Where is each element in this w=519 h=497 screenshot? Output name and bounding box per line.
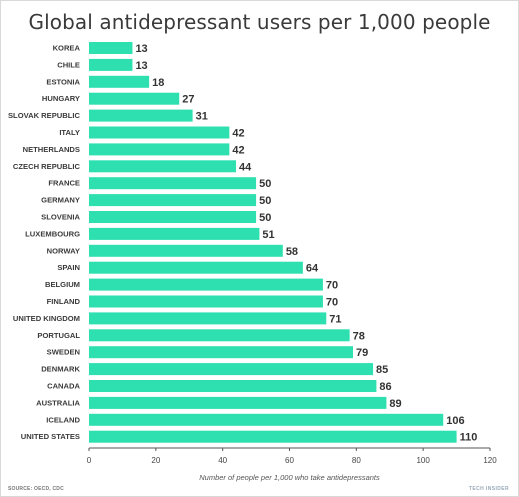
value-label: 27 [182, 94, 194, 106]
category-label: BELGIUM [45, 280, 80, 289]
category-label: AUSTRALIA [36, 398, 80, 407]
bar [89, 126, 230, 139]
bar [89, 160, 237, 173]
bar [89, 194, 257, 207]
bar [89, 92, 180, 105]
category-label: DENMARK [41, 365, 80, 374]
bar [89, 227, 260, 240]
x-axis-label: Number of people per 1,000 who take anti… [199, 473, 380, 482]
category-label: FRANCE [48, 179, 80, 188]
value-label: 13 [135, 43, 147, 55]
x-tick-label: 80 [352, 456, 361, 465]
bar [89, 143, 230, 156]
value-label: 86 [379, 381, 391, 393]
category-label: ITALY [59, 128, 80, 137]
category-label: HUNGARY [42, 94, 80, 103]
category-label: UNITED STATES [21, 432, 80, 441]
bar [89, 109, 193, 122]
x-tick-label: 0 [87, 456, 92, 465]
value-label: 13 [135, 60, 147, 72]
value-label: 70 [326, 297, 338, 309]
bar [89, 295, 323, 308]
category-label: LUXEMBOURG [25, 229, 80, 238]
x-tick-label: 120 [483, 456, 497, 465]
category-label: SLOVAK REPUBLIC [8, 111, 81, 120]
value-label: 70 [326, 280, 338, 292]
x-tick-label: 60 [285, 456, 294, 465]
x-tick-label: 40 [218, 456, 227, 465]
category-label: ICELAND [46, 415, 80, 424]
value-label: 18 [152, 77, 164, 89]
category-label: FINLAND [47, 297, 81, 306]
bar [89, 329, 350, 342]
x-ticks-layer: 0 20 40 60 80 100 120 [87, 448, 497, 465]
chart-title: Global antidepressant users per 1,000 pe… [28, 10, 491, 34]
category-label: SPAIN [57, 263, 80, 272]
value-label: 51 [262, 229, 274, 241]
value-label: 42 [232, 144, 244, 156]
value-label: 106 [446, 415, 464, 427]
bar [89, 278, 323, 291]
bar [89, 58, 133, 71]
bar [89, 413, 444, 426]
brand-logo: TECH INSIDER [468, 486, 509, 492]
value-label: 79 [356, 347, 368, 359]
value-label: 71 [329, 313, 341, 325]
value-label: 58 [286, 246, 298, 258]
category-label: GERMANY [41, 196, 80, 205]
value-label: 64 [306, 263, 319, 275]
bar [89, 177, 257, 190]
value-label: 85 [376, 364, 388, 376]
bar [89, 42, 133, 54]
value-label: 31 [196, 111, 208, 123]
value-label: 42 [232, 128, 244, 140]
bar [89, 244, 283, 257]
value-label: 78 [353, 330, 365, 342]
category-label: PORTUGAL [37, 331, 80, 340]
category-label: SLOVENIA [41, 213, 80, 222]
category-label: SWEDEN [47, 348, 80, 357]
category-label: ESTONIA [46, 77, 80, 86]
bar [89, 312, 327, 325]
category-label: UNITED KINGDOM [13, 314, 80, 323]
x-tick-label: 20 [151, 456, 160, 465]
bar [89, 430, 457, 443]
category-label: KOREA [53, 44, 81, 53]
category-labels-layer: KOREA CHILE ESTONIA HUNGARY SLOVAK REPUBLIC I… [8, 44, 81, 442]
value-label: 89 [389, 398, 401, 410]
source-note: SOURCE: OECD, CDC [8, 486, 64, 492]
value-label: 50 [259, 195, 271, 207]
bar [89, 380, 377, 392]
value-label: 50 [259, 178, 271, 190]
value-label: 44 [239, 161, 252, 173]
category-label: NETHERLANDS [23, 145, 80, 154]
category-label: CANADA [47, 382, 80, 391]
bar [89, 396, 387, 409]
bar [89, 75, 150, 88]
value-label: 110 [460, 432, 478, 444]
x-tick-label: 100 [416, 456, 430, 465]
bar [89, 363, 374, 376]
category-label: CZECH REPUBLIC [13, 162, 81, 171]
bar [89, 261, 303, 274]
bar [89, 346, 353, 359]
value-label: 50 [259, 212, 271, 224]
category-label: CHILE [57, 60, 80, 69]
category-label: NORWAY [47, 246, 80, 255]
bar [89, 211, 257, 223]
bars-layer [89, 42, 457, 443]
